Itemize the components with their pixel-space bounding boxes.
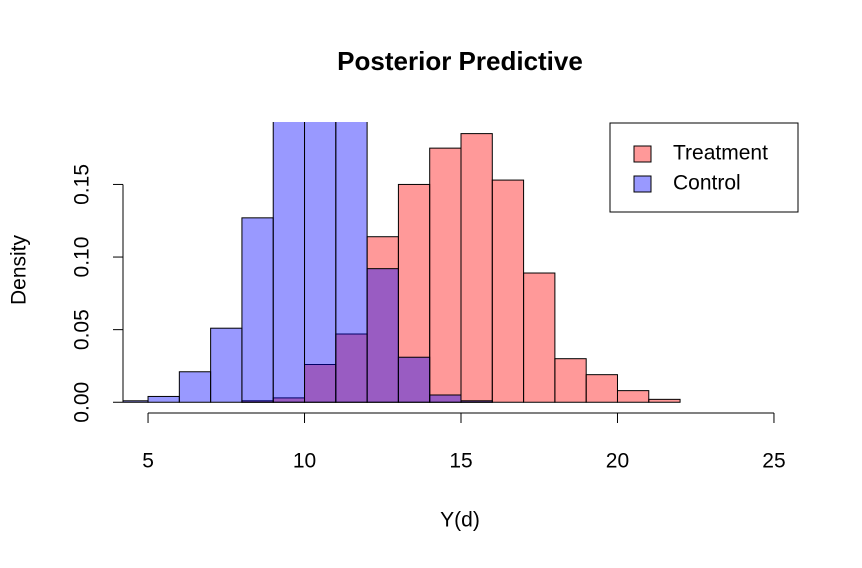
y-tick-label: 0.00 bbox=[71, 382, 94, 423]
histogram-bar bbox=[460, 400, 493, 403]
histogram-bar bbox=[241, 217, 274, 403]
histogram-bar bbox=[523, 272, 556, 403]
legend-box bbox=[609, 122, 799, 213]
histogram-bar bbox=[147, 395, 180, 403]
histogram-bar bbox=[304, 364, 337, 403]
histogram-bar bbox=[491, 179, 525, 403]
histogram-bar bbox=[648, 398, 681, 403]
y-tick-label: 0.05 bbox=[71, 309, 94, 350]
histogram-bar bbox=[366, 268, 399, 403]
plot-area bbox=[123, 122, 681, 403]
histogram-bar bbox=[178, 371, 212, 403]
legend-label: Control bbox=[673, 172, 741, 195]
x-tick-label: 15 bbox=[449, 450, 472, 473]
histogram-bar bbox=[397, 356, 431, 403]
histogram-bar bbox=[554, 358, 587, 403]
histogram-bar bbox=[460, 133, 493, 403]
y-axis-label: Density bbox=[8, 234, 31, 305]
legend-swatch bbox=[633, 175, 652, 193]
x-tick-label: 25 bbox=[762, 450, 785, 473]
histogram-bar bbox=[585, 374, 618, 403]
histogram-bar bbox=[366, 236, 399, 403]
histogram-bar bbox=[616, 390, 650, 403]
x-axis-label: Y(d) bbox=[440, 509, 480, 532]
y-tick-label: 0.15 bbox=[71, 164, 94, 205]
legend-swatch bbox=[633, 145, 652, 163]
histogram-bar bbox=[397, 183, 431, 403]
legend-label: Treatment bbox=[673, 142, 768, 165]
histogram-bar bbox=[210, 327, 243, 403]
histogram-bar bbox=[429, 147, 462, 403]
histogram-bar bbox=[272, 122, 306, 403]
histogram-bar bbox=[335, 122, 368, 403]
y-tick-label: 0.10 bbox=[71, 237, 94, 278]
histogram-bar bbox=[429, 394, 462, 403]
histogram-bar bbox=[304, 122, 337, 403]
x-tick-label: 10 bbox=[293, 450, 316, 473]
x-tick-label: 20 bbox=[606, 450, 629, 473]
x-tick-label: 5 bbox=[142, 450, 154, 473]
chart-title: Posterior Predictive bbox=[337, 46, 583, 76]
